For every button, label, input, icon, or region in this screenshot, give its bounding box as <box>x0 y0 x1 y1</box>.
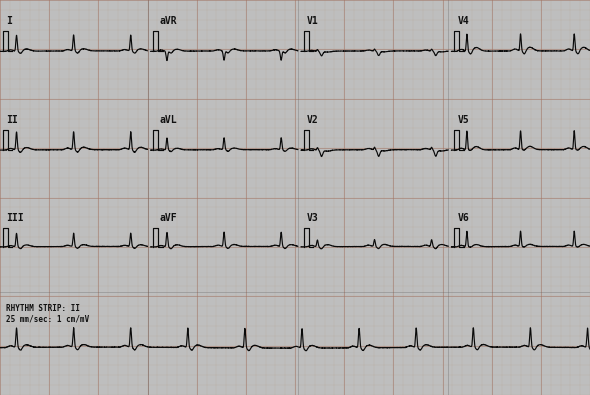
Text: V4: V4 <box>457 16 469 26</box>
Text: V6: V6 <box>457 213 469 223</box>
Text: II: II <box>6 115 18 124</box>
Text: aVF: aVF <box>159 213 177 223</box>
Text: V3: V3 <box>307 213 319 223</box>
Text: III: III <box>6 213 24 223</box>
Text: aVL: aVL <box>159 115 177 124</box>
Text: V2: V2 <box>307 115 319 124</box>
Text: RHYTHM STRIP: II
25 mm/sec: 1 cm/mV: RHYTHM STRIP: II 25 mm/sec: 1 cm/mV <box>6 304 89 324</box>
Text: V1: V1 <box>307 16 319 26</box>
Text: I: I <box>6 16 12 26</box>
Text: aVR: aVR <box>159 16 177 26</box>
Text: V5: V5 <box>457 115 469 124</box>
